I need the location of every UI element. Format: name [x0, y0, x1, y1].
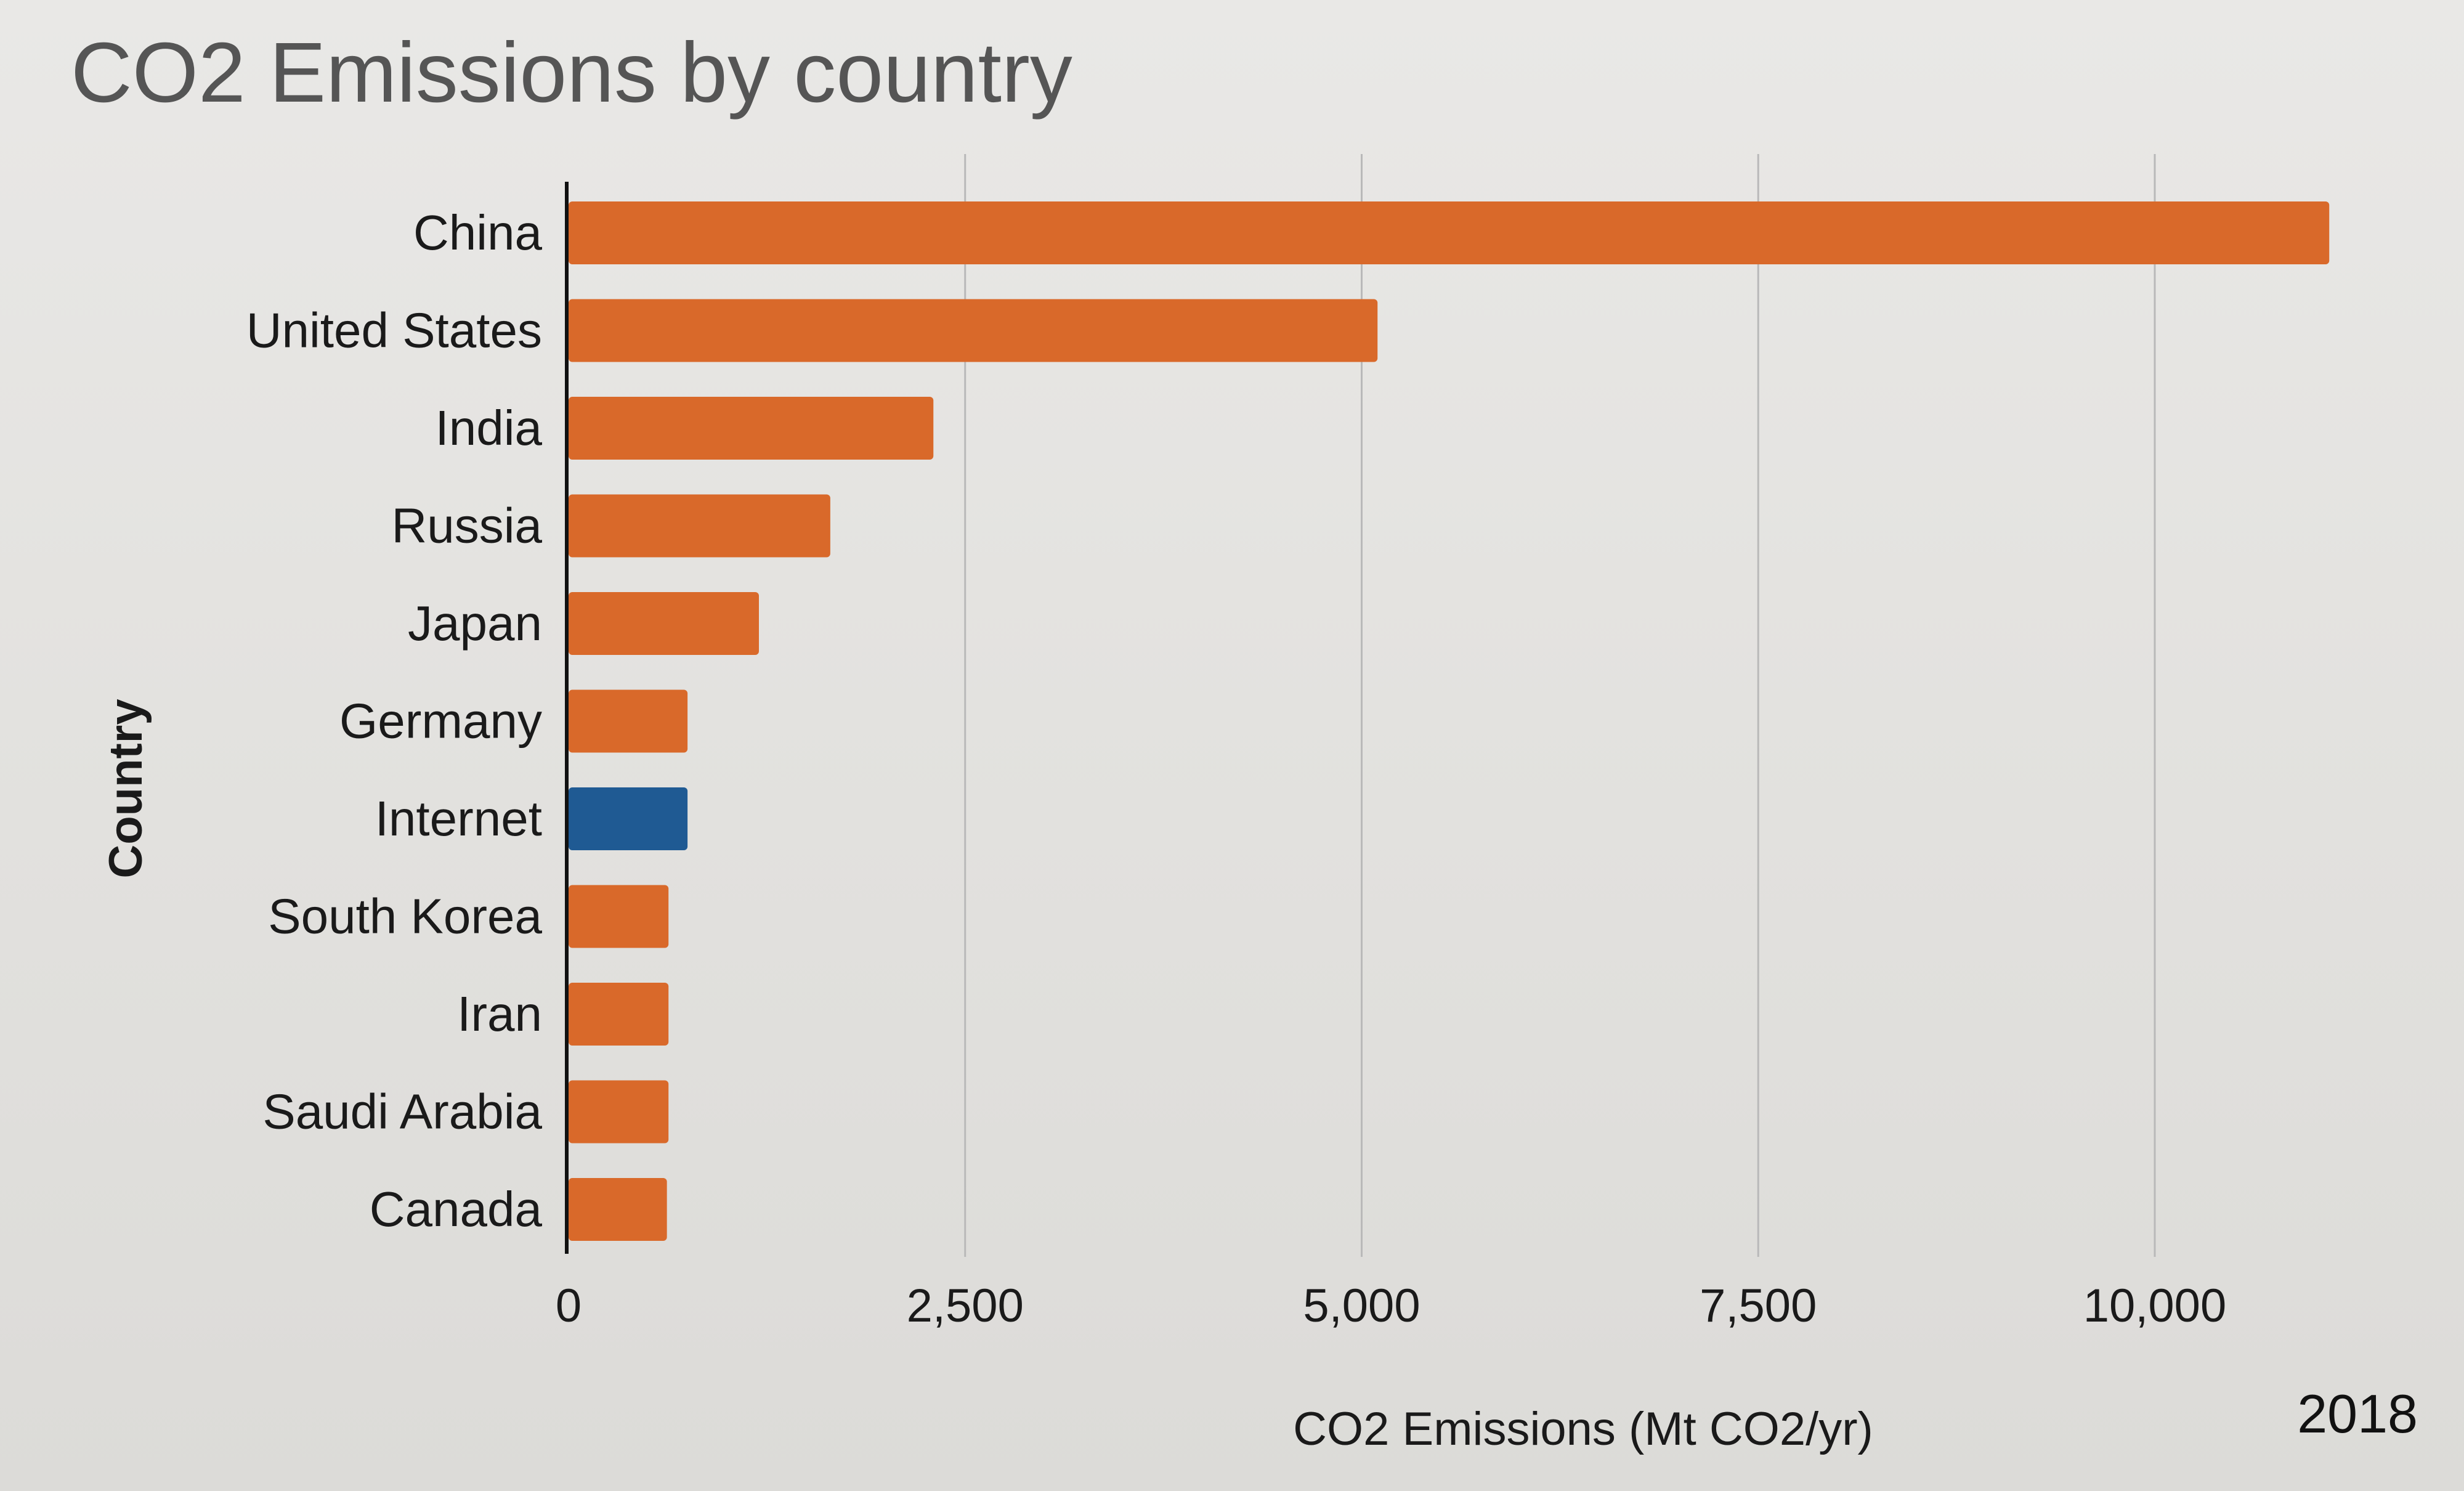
bars	[569, 201, 2330, 1241]
category-label: United States	[246, 303, 542, 358]
bar-saudi-arabia	[569, 1080, 669, 1144]
bar-canada	[569, 1178, 667, 1241]
category-labels: China United States India Russia Japan German…	[246, 205, 543, 1237]
bar-united-states	[569, 299, 1378, 362]
chart-title: CO2 Emissions by country	[71, 25, 1072, 120]
category-label: South Korea	[268, 889, 542, 944]
x-axis-label: CO2 Emissions (Mt CO2/yr)	[1293, 1403, 1873, 1455]
y-axis-label: Country	[100, 699, 152, 878]
category-label: Internet	[375, 791, 542, 846]
bar-china	[569, 201, 2330, 264]
x-tick-label: 2,500	[907, 1280, 1024, 1332]
category-label: India	[436, 400, 543, 455]
bar-internet	[569, 787, 688, 850]
bar-india	[569, 397, 934, 460]
x-tick-label: 7,500	[1700, 1280, 1817, 1332]
category-label: China	[413, 205, 543, 260]
bar-japan	[569, 592, 759, 655]
category-label: Iran	[457, 986, 542, 1041]
category-label: Saudi Arabia	[262, 1084, 542, 1139]
category-label: Russia	[391, 498, 542, 553]
x-tick-label: 5,000	[1303, 1280, 1420, 1332]
category-label: Japan	[408, 596, 542, 651]
bar-germany	[569, 689, 688, 753]
x-tick-label: 0	[556, 1280, 582, 1332]
bar-south-korea	[569, 885, 669, 948]
year-note: 2018	[2297, 1383, 2418, 1444]
category-label: Canada	[370, 1182, 543, 1237]
x-tick-label: 10,000	[2083, 1280, 2226, 1332]
x-tick-labels: 0 2,500 5,000 7,500 10,000	[556, 1280, 2226, 1332]
bar-iran	[569, 983, 669, 1046]
category-label: Germany	[339, 694, 542, 749]
bar-russia	[569, 494, 830, 558]
